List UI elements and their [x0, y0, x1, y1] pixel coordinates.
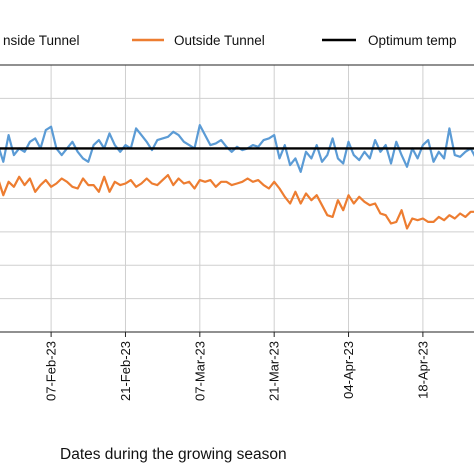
x-tick-label: 21-Feb-23: [118, 341, 133, 401]
series-line-outside-tunnel: [0, 174, 474, 230]
x-tick-label: 07-Mar-23: [192, 341, 207, 401]
x-tick-label: 04-Apr-23: [341, 341, 356, 399]
chart-series: [0, 123, 474, 230]
legend-label-inside-tunnel: nside Tunnel: [3, 33, 80, 48]
x-tick-label: 18-Apr-23: [415, 341, 430, 399]
legend-label-optimum-temperature: Optimum temp: [368, 33, 457, 48]
chart-legend: nside Tunnel Outside Tunnel Optimum temp: [3, 33, 457, 48]
x-axis-title: Dates during the growing season: [60, 446, 287, 463]
x-axis-ticks: 07-Feb-23 21-Feb-23 07-Mar-23 21-Mar-23 04-A…: [44, 332, 430, 401]
plot-area-frame: [0, 64, 474, 333]
x-tick-label: 21-Mar-23: [267, 341, 282, 401]
series-line-inside-tunnel: [0, 123, 474, 173]
x-tick-label: 07-Feb-23: [44, 341, 59, 401]
chart-gridlines: [0, 65, 474, 332]
legend-label-outside-tunnel: Outside Tunnel: [174, 33, 265, 48]
